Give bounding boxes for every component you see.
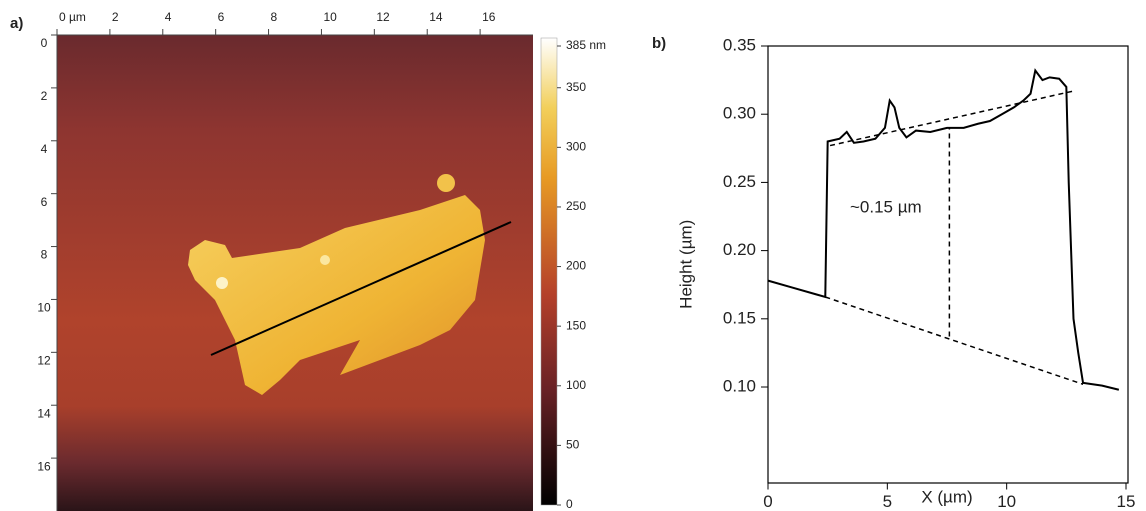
- y-tick-label: 14: [37, 406, 51, 420]
- x-axis-label: X (µm): [921, 487, 972, 506]
- y-tick-label: 6: [41, 195, 48, 209]
- x-tick-label: 14: [429, 10, 443, 24]
- plot-frame: [767, 45, 1129, 484]
- y-tick-label: 0.20: [723, 240, 756, 259]
- colorbar-tick-label: 350: [566, 80, 586, 94]
- reference-line: [829, 90, 1074, 147]
- x-tick-label: 2: [112, 10, 119, 24]
- colorbar-tick-label: 100: [566, 378, 586, 392]
- annotation: ~0.15 µm: [850, 197, 922, 216]
- colorbar-tick-label: 385 nm: [566, 38, 606, 52]
- x-tick-label: 5: [883, 492, 892, 511]
- y-tick-label: 0.35: [723, 35, 756, 54]
- x-tick-label: 0 µm: [59, 10, 86, 24]
- panel-label: a): [10, 15, 23, 32]
- x-tick-label: 12: [376, 10, 390, 24]
- colorbar-tick-label: 300: [566, 140, 586, 154]
- y-tick-label: 0.30: [723, 104, 756, 123]
- y-tick-label: 8: [41, 248, 48, 262]
- y-tick-label: 12: [37, 354, 51, 368]
- y-tick-label: 0.15: [723, 308, 756, 327]
- x-tick-label: 16: [482, 10, 496, 24]
- y-tick-label: 0.10: [723, 377, 756, 396]
- afm-image: [57, 35, 558, 511]
- reference-line: [825, 296, 1084, 385]
- x-tick-label: 10: [323, 10, 337, 24]
- y-tick-label: 10: [37, 301, 51, 315]
- y-tick-label: 4: [41, 142, 48, 156]
- x-tick-label: 8: [271, 10, 278, 24]
- y-axis-label: Height (µm): [676, 220, 695, 309]
- profile-line: [767, 68, 1120, 391]
- panel-label: b): [652, 35, 666, 52]
- colorbar-tick-label: 200: [566, 259, 586, 273]
- colorbar-tick-label: 50: [566, 438, 580, 452]
- y-tick-label: 0.25: [723, 172, 756, 191]
- y-tick-label: 0: [41, 36, 48, 50]
- x-tick-label: 15: [1117, 492, 1136, 511]
- y-tick-label: 16: [37, 459, 51, 473]
- colorbar-tick-label: 250: [566, 199, 586, 213]
- y-tick-label: 2: [41, 89, 48, 103]
- x-tick-label: 0: [763, 492, 772, 511]
- x-tick-label: 4: [165, 10, 172, 24]
- colorbar-tick-label: 150: [566, 318, 586, 332]
- x-tick-label: 6: [218, 10, 225, 24]
- x-tick-label: 10: [997, 492, 1016, 511]
- colorbar-tick-label: 0: [566, 497, 573, 511]
